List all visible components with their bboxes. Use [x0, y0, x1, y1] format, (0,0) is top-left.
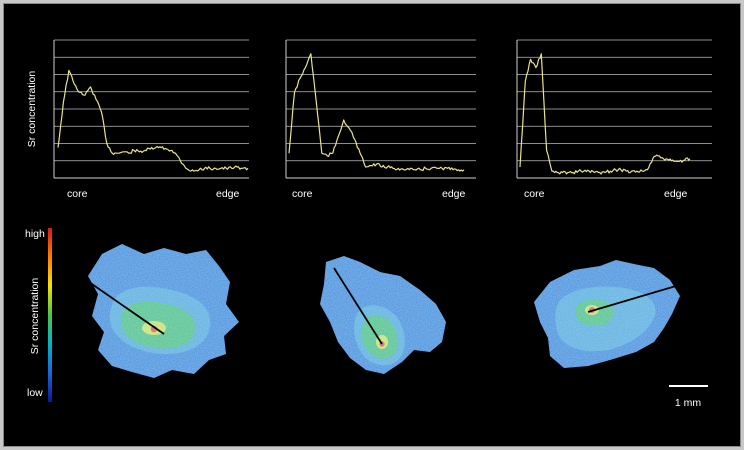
sr-map-2: [320, 256, 446, 374]
profile-3-core-label: core: [524, 188, 545, 200]
colorbar-title: Sr concentration: [29, 278, 41, 355]
profile-2-edge-label: edge: [442, 188, 466, 200]
colorbar-high-label: high: [25, 228, 45, 240]
profile-chart-3: core edge: [516, 39, 712, 200]
scale-bar-label: 1 mm: [675, 397, 702, 409]
sr-map-3: [534, 260, 680, 368]
sr-map-1: [88, 244, 239, 378]
scale-bar: 1 mm: [669, 385, 708, 409]
profile-2-grid: [286, 39, 476, 162]
profile-y-axis-label: Sr concentration: [26, 71, 38, 148]
profile-chart-1: core edge: [53, 39, 249, 200]
sr-concentration-figure: Sr concentration core edge core edge cor…: [25, 39, 712, 409]
profile-2-core-label: core: [292, 188, 313, 200]
profile-3-edge-label: edge: [664, 188, 688, 200]
colorbar-low-label: low: [27, 387, 43, 399]
profile-chart-2: core edge: [285, 39, 476, 200]
color-scale-legend: high Sr concentration low: [25, 228, 52, 402]
figure-frame: Sr concentration core edge core edge cor…: [3, 3, 741, 447]
profile-1-grid: [54, 39, 249, 162]
colorbar-gradient: [48, 228, 52, 402]
sr-map-2-transect: [333, 267, 383, 345]
sr-map-3-transect: [587, 285, 677, 313]
sr-map-1-transect: [88, 281, 165, 335]
profile-3-line: [519, 53, 691, 175]
profile-1-line: [57, 69, 249, 172]
profile-1-core-label: core: [67, 188, 88, 200]
profile-3-grid: [517, 39, 712, 162]
profile-1-edge-label: edge: [216, 188, 240, 200]
profile-2-line: [288, 53, 465, 172]
